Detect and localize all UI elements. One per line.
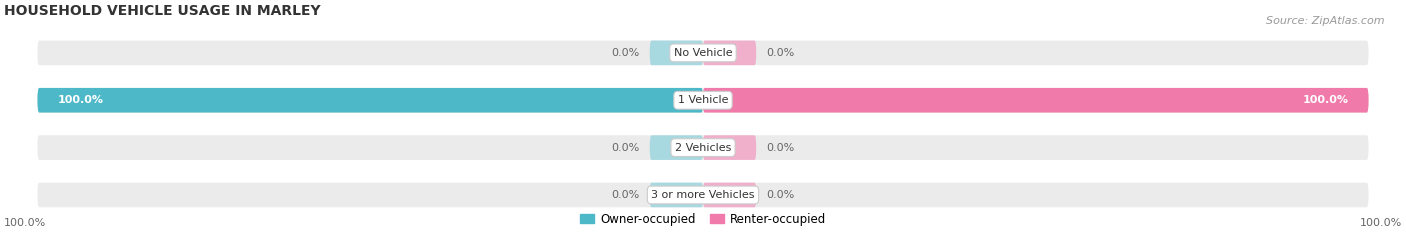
Legend: Owner-occupied, Renter-occupied: Owner-occupied, Renter-occupied xyxy=(575,208,831,230)
FancyBboxPatch shape xyxy=(650,183,703,207)
Text: 0.0%: 0.0% xyxy=(766,48,794,58)
Text: 0.0%: 0.0% xyxy=(766,143,794,153)
Text: 0.0%: 0.0% xyxy=(612,143,640,153)
FancyBboxPatch shape xyxy=(703,41,756,65)
Text: 3 or more Vehicles: 3 or more Vehicles xyxy=(651,190,755,200)
FancyBboxPatch shape xyxy=(703,183,756,207)
FancyBboxPatch shape xyxy=(38,183,1368,207)
Text: 0.0%: 0.0% xyxy=(766,190,794,200)
FancyBboxPatch shape xyxy=(703,88,1368,113)
FancyBboxPatch shape xyxy=(650,41,703,65)
Text: 1 Vehicle: 1 Vehicle xyxy=(678,95,728,105)
Text: No Vehicle: No Vehicle xyxy=(673,48,733,58)
FancyBboxPatch shape xyxy=(38,41,1368,65)
Text: 100.0%: 100.0% xyxy=(4,218,46,228)
Text: 0.0%: 0.0% xyxy=(612,190,640,200)
FancyBboxPatch shape xyxy=(703,135,756,160)
Text: 100.0%: 100.0% xyxy=(1360,218,1402,228)
Text: Source: ZipAtlas.com: Source: ZipAtlas.com xyxy=(1267,16,1385,26)
Text: 2 Vehicles: 2 Vehicles xyxy=(675,143,731,153)
Text: 0.0%: 0.0% xyxy=(612,48,640,58)
Text: 100.0%: 100.0% xyxy=(1302,95,1348,105)
FancyBboxPatch shape xyxy=(38,88,1368,113)
Text: 100.0%: 100.0% xyxy=(58,95,104,105)
Text: HOUSEHOLD VEHICLE USAGE IN MARLEY: HOUSEHOLD VEHICLE USAGE IN MARLEY xyxy=(4,4,321,18)
FancyBboxPatch shape xyxy=(38,135,1368,160)
FancyBboxPatch shape xyxy=(650,135,703,160)
FancyBboxPatch shape xyxy=(38,88,703,113)
